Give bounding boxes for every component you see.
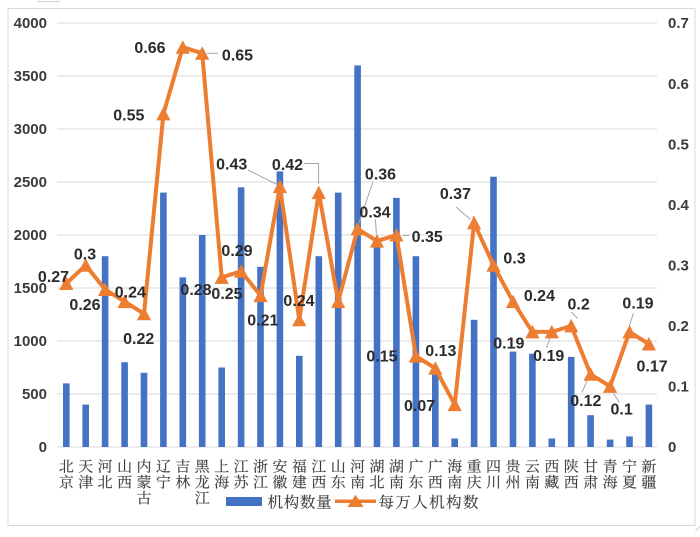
svg-text:2000: 2000 bbox=[14, 227, 47, 244]
svg-text:0.26: 0.26 bbox=[69, 297, 100, 314]
svg-text:0.35: 0.35 bbox=[412, 229, 443, 246]
svg-text:1500: 1500 bbox=[14, 280, 47, 297]
svg-text:500: 500 bbox=[22, 386, 47, 403]
svg-text:0.65: 0.65 bbox=[222, 48, 253, 65]
svg-text:0.3: 0.3 bbox=[503, 250, 525, 267]
svg-text:0.19: 0.19 bbox=[533, 348, 564, 365]
svg-text:0.21: 0.21 bbox=[247, 313, 278, 330]
svg-text:0.37: 0.37 bbox=[440, 186, 471, 203]
svg-text:0.42: 0.42 bbox=[272, 157, 303, 174]
svg-text:0.28: 0.28 bbox=[180, 282, 211, 299]
svg-text:0.55: 0.55 bbox=[113, 108, 144, 125]
svg-text:0.7: 0.7 bbox=[668, 15, 689, 32]
svg-text:0.07: 0.07 bbox=[404, 398, 435, 415]
svg-text:0.15: 0.15 bbox=[366, 349, 397, 366]
svg-text:0: 0 bbox=[39, 439, 47, 456]
svg-text:0.1: 0.1 bbox=[610, 402, 632, 419]
svg-text:0.66: 0.66 bbox=[134, 40, 165, 57]
svg-text:0.24: 0.24 bbox=[283, 293, 314, 310]
svg-text:0.34: 0.34 bbox=[359, 204, 390, 221]
svg-text:0.13: 0.13 bbox=[425, 343, 456, 360]
svg-text:0.19: 0.19 bbox=[493, 335, 524, 352]
svg-text:0.2: 0.2 bbox=[668, 318, 689, 335]
svg-text:4000: 4000 bbox=[14, 15, 47, 32]
svg-text:0.6: 0.6 bbox=[668, 76, 689, 93]
svg-text:2500: 2500 bbox=[14, 174, 47, 191]
svg-text:0.25: 0.25 bbox=[211, 286, 242, 303]
svg-text:0.5: 0.5 bbox=[668, 136, 689, 153]
svg-text:0: 0 bbox=[668, 439, 676, 456]
svg-text:0.36: 0.36 bbox=[365, 166, 396, 183]
svg-text:0.19: 0.19 bbox=[622, 295, 653, 312]
svg-text:0.3: 0.3 bbox=[74, 246, 96, 263]
svg-text:0.12: 0.12 bbox=[570, 393, 601, 410]
svg-text:0.4: 0.4 bbox=[668, 197, 690, 214]
svg-text:0.22: 0.22 bbox=[123, 331, 154, 348]
svg-text:0.3: 0.3 bbox=[668, 257, 689, 274]
svg-text:0.2: 0.2 bbox=[567, 297, 589, 314]
svg-text:0.17: 0.17 bbox=[637, 359, 668, 376]
svg-text:3500: 3500 bbox=[14, 68, 47, 85]
svg-text:0.24: 0.24 bbox=[115, 285, 146, 302]
svg-text:3000: 3000 bbox=[14, 121, 47, 138]
svg-text:0.43: 0.43 bbox=[216, 157, 247, 174]
svg-text:0.29: 0.29 bbox=[221, 243, 252, 260]
svg-text:1000: 1000 bbox=[14, 333, 47, 350]
svg-text:0.24: 0.24 bbox=[524, 288, 555, 305]
svg-text:0.1: 0.1 bbox=[668, 379, 689, 396]
